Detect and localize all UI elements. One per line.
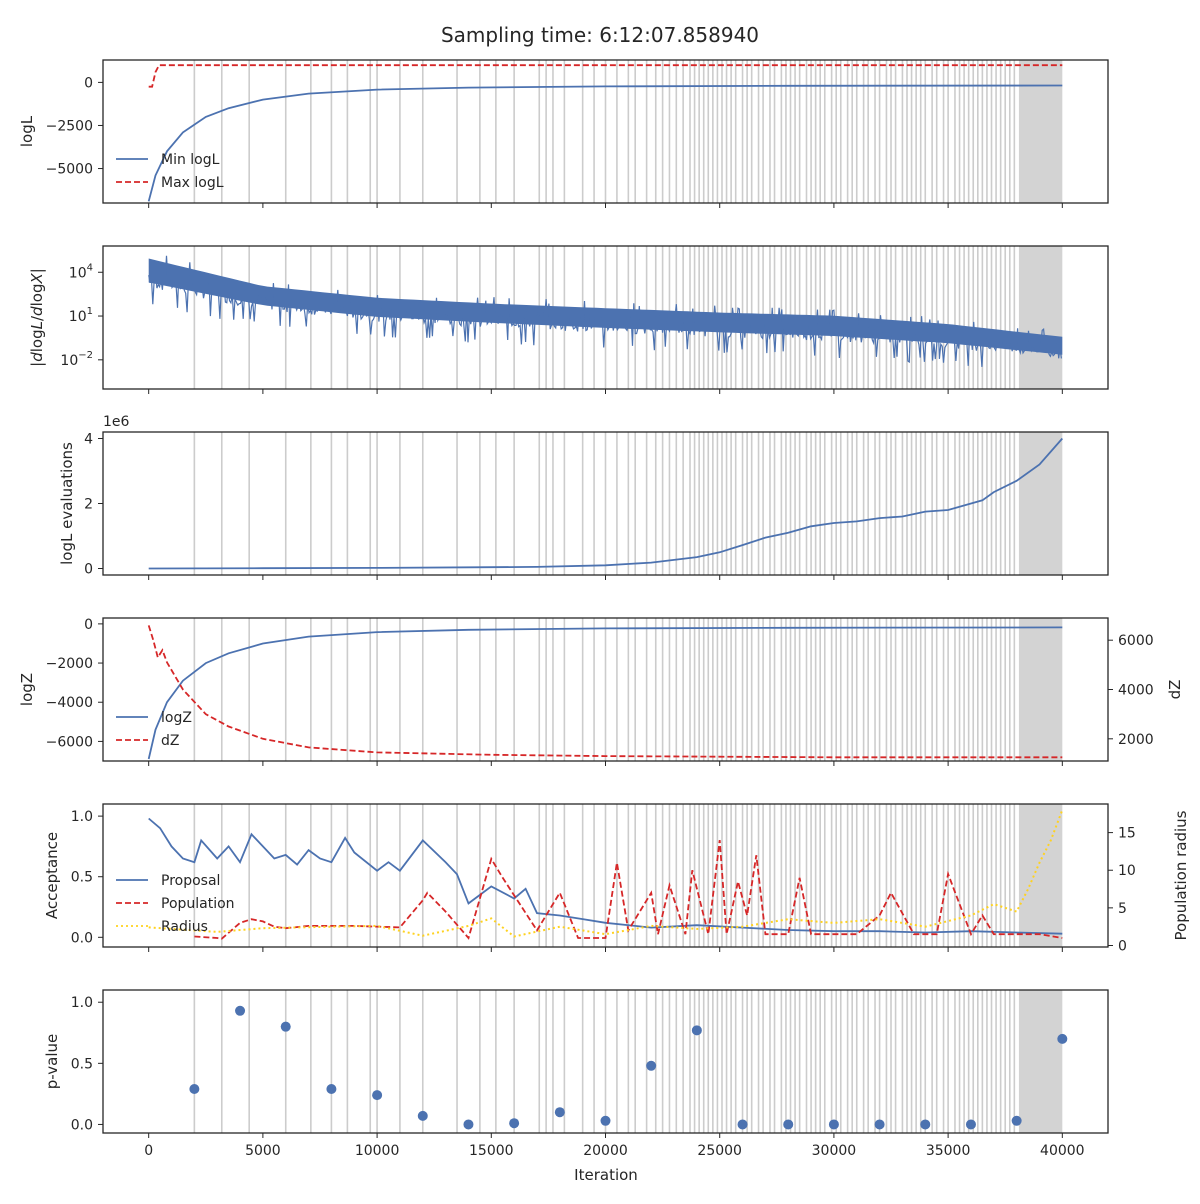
scatter-point [509,1118,520,1129]
scatter-point [646,1060,657,1071]
figure-title: Sampling time: 6:12:07.858940 [441,23,759,47]
series-line-0 [148,255,1062,367]
y-tick-label: 0.5 [71,1056,93,1072]
panel-logL: 0 −2500 −5000 logL Min logL Max logL [18,59,1109,208]
y-tick-label: −2000 [46,656,93,672]
y-axis-label: logL [18,115,36,147]
scatter-point [828,1119,839,1130]
panel-logZ: 0 −2000 −4000 −6000 2000 4000 6000 logZ dZ logZ dZ [18,617,1184,766]
x-tick-label: 15000 [469,1143,514,1159]
series-line-0 [148,437,1063,570]
scatter-point [965,1119,976,1130]
scatter-point [235,1005,246,1016]
x-tick-label: 20000 [583,1143,628,1159]
series-line-0 [147,626,1063,760]
scatter-point [600,1115,611,1126]
legend-label-2: Radius [161,919,208,935]
scatter-point [189,1084,200,1094]
y-tick-label: 0.0 [71,1117,93,1133]
x-tick-label: 30000 [812,1143,857,1159]
scatter-point [280,1021,291,1032]
x-tick-label: 25000 [697,1143,742,1159]
y-tick-label: 1.0 [71,809,93,825]
y-tick-label: −2500 [46,118,93,134]
series-line-1 [147,625,1063,759]
scatter-point [691,1025,702,1036]
legend-label-0: Min logL [161,152,220,168]
legend-label-1: Max logL [161,175,224,191]
scatter-point [874,1119,885,1130]
y-tick-label: 2 [84,497,93,513]
panel-acceptance: 0.0 0.5 1.0 0 5 10 15 Acceptance Population radi… [43,803,1190,954]
y-axis-label: p-value [43,1034,61,1090]
scatter-point [920,1119,931,1130]
y-axis-label-right: dZ [1166,680,1184,700]
series-line-1 [148,64,1063,88]
band-core [148,258,1063,355]
x-tick-label: 5000 [245,1143,281,1159]
y-right-tick-label: 5 [1118,901,1127,917]
legend-label-1: dZ [161,733,179,749]
legend-label-0: Proposal [161,873,220,889]
scatter-point [417,1110,428,1121]
shaded-region [1018,618,1063,761]
series-line-0 [147,84,1063,202]
y-axis-label: |dlogL/dlogX| [28,268,46,367]
panel-pvalue: 0 5000 10000 15000 20000 25000 30000 35000 40000… [43,989,1109,1159]
x-tick-label: 10000 [355,1143,400,1159]
y-tick-label: −6000 [46,734,93,750]
y-tick-label: 0.5 [71,870,93,886]
x-tick-label: 0 [144,1143,153,1159]
y-axis-label-right: Population radius [1172,810,1190,940]
shaded-region [1018,432,1063,575]
y-right-tick-label: 4000 [1118,683,1154,699]
scatter-point [1011,1115,1022,1126]
x-axis-label: Iteration [574,1166,638,1184]
y-tick-label: 101 [69,306,93,325]
y-right-tick-label: 15 [1118,826,1136,842]
offset-text: 1e6 [103,414,130,430]
scatter-point [326,1084,337,1094]
y-right-tick-label: 2000 [1118,732,1154,748]
y-tick-label: 0 [84,75,93,91]
y-right-tick-label: 10 [1118,863,1136,879]
y-right-tick-label: 0 [1118,938,1127,954]
scatter-point [372,1090,383,1101]
y-tick-label: 0.0 [71,930,93,946]
legend-label-1: Population [161,896,235,912]
y-axis-label: logL evaluations [58,442,76,565]
y-tick-label: 104 [69,262,93,281]
shaded-region [1018,990,1063,1133]
x-tick-label: 40000 [1040,1143,1085,1159]
series-line-2 [148,809,1064,938]
scatter-point [737,1119,748,1130]
y-axis-label: Acceptance [43,832,61,919]
y-axis-label: logZ [18,673,36,706]
panel-dlogL: 104 101 10−2 |dlogL/dlogX| [28,245,1109,394]
scatter-point [554,1107,565,1118]
y-tick-label: 1.0 [71,995,93,1011]
y-tick-label: 0 [84,617,93,633]
y-tick-label: 4 [84,432,93,448]
y-tick-label: −4000 [46,695,93,711]
y-tick-label: 10−2 [60,350,93,369]
shaded-region [1018,804,1063,947]
y-tick-label: 0 [84,562,93,578]
scatter-point [783,1119,794,1130]
shaded-region [1018,246,1063,389]
shaded-region [1018,60,1063,203]
legend-label-0: logZ [161,710,192,726]
scatter-point [1057,1033,1068,1044]
x-tick-label: 35000 [926,1143,971,1159]
panel-evaluations: 0 2 4 1e6 logL evaluations [58,414,1109,580]
y-tick-label: −5000 [46,162,93,178]
y-right-tick-label: 6000 [1118,633,1154,649]
scatter-point [463,1119,474,1130]
